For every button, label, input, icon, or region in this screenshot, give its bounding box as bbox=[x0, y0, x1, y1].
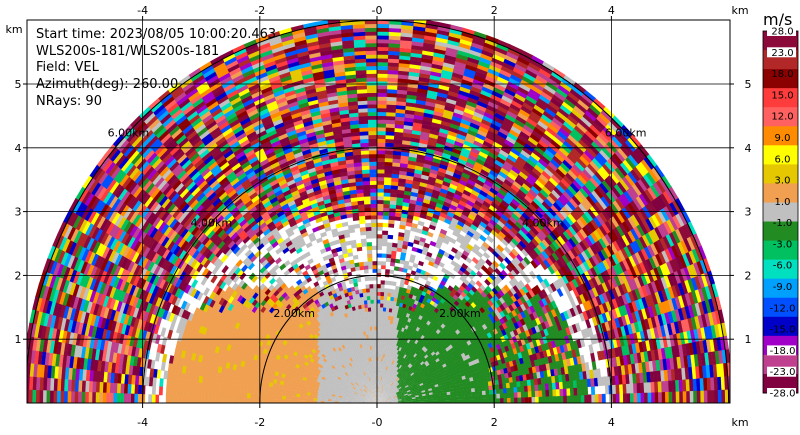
info-start-time: Start time: 2023/08/05 10:00:20.463 bbox=[36, 27, 276, 42]
y-tick-label-right-3: 4 bbox=[745, 142, 752, 155]
colorbar-tick-label-4: 12.0 bbox=[771, 112, 793, 123]
y-tick-label-left-2: 3 bbox=[15, 206, 22, 219]
colorbar-tick-label-bg-17 bbox=[767, 388, 796, 398]
colorbar-tick-label-13: -12.0 bbox=[770, 303, 796, 314]
range-ring-label-6km-right: 6.00km bbox=[605, 126, 647, 139]
colorbar-segment-2 bbox=[763, 69, 798, 89]
colorbar-tick-label-10: -3.0 bbox=[773, 239, 793, 250]
info-nrays: NRays: 90 bbox=[36, 94, 102, 109]
range-ring-4km bbox=[142, 147, 612, 403]
x-tick-label-bottom-2: -0 bbox=[372, 416, 383, 429]
x-tick-label-bottom-1: -2 bbox=[254, 416, 265, 429]
x-tick-label-top-4: 4 bbox=[608, 4, 615, 17]
colorbar-tick-label-1: 23.0 bbox=[771, 48, 793, 59]
colorbar-tick-label-bg-15 bbox=[767, 345, 796, 356]
x-tick-label-top-2: -0 bbox=[372, 4, 383, 17]
x-unit-label-top: km bbox=[731, 4, 748, 17]
range-ring-label-4km-left: 4.00km bbox=[190, 217, 232, 230]
x-tick-label-bottom-4: 4 bbox=[608, 416, 615, 429]
y-tick-label-right-2: 3 bbox=[745, 206, 752, 219]
info-azimuth: Azimuth(deg): 260.00 bbox=[36, 77, 178, 92]
x-tick-label-top-3: 2 bbox=[491, 4, 498, 17]
range-ring-label-4km-right: 4.00km bbox=[522, 217, 564, 230]
x-tick-label-bottom-3: 2 bbox=[491, 416, 498, 429]
colorbar-tick-label-8: 1.0 bbox=[775, 197, 791, 208]
colorbar-segment-7 bbox=[763, 164, 798, 184]
colorbar-segment-14 bbox=[763, 297, 798, 318]
y-tick-label-left-4: 5 bbox=[15, 78, 22, 91]
y-tick-label-left-1: 2 bbox=[15, 269, 22, 282]
colorbar-tick-label-3: 15.0 bbox=[771, 90, 793, 101]
info-instrument: WLS200s-181/WLS200s-181 bbox=[36, 44, 219, 59]
range-rings: 2.00km 2.00km 4.00km 4.00km 6.00km 6.00km bbox=[27, 20, 730, 403]
colorbar-unit: m/s bbox=[763, 10, 792, 29]
info-annotation: Start time: 2023/08/05 10:00:20.463 WLS2… bbox=[36, 27, 276, 109]
colorbar-segment-8 bbox=[763, 183, 798, 203]
y-unit-label-left: km bbox=[5, 23, 22, 36]
x-tick-label-top-1: -2 bbox=[254, 4, 265, 17]
colorbar-tick-label-bg-0 bbox=[767, 26, 796, 36]
range-ring-2km bbox=[259, 274, 495, 403]
colorbar-tick-label-17: -28.0 bbox=[770, 389, 796, 400]
y-tick-label-left-3: 4 bbox=[15, 142, 22, 155]
colorbar-tick-label-5: 9.0 bbox=[775, 133, 791, 144]
colorbar-tick-label-6: 6.0 bbox=[775, 154, 791, 165]
x-unit-label-bottom: km bbox=[731, 416, 748, 429]
y-tick-label-right-0: 1 bbox=[745, 333, 752, 346]
grid-lines bbox=[27, 20, 730, 403]
colorbar-tick-label-9: -1.0 bbox=[773, 218, 793, 229]
range-ring-label-2km-right: 2.00km bbox=[439, 307, 481, 320]
range-ring-label-6km-left: 6.00km bbox=[108, 126, 150, 139]
colorbar-segment-3 bbox=[763, 88, 798, 108]
colorbar-tick-label-16: -23.0 bbox=[770, 367, 796, 378]
info-field: Field: VEL bbox=[36, 60, 100, 75]
y-tick-label-right-1: 2 bbox=[745, 269, 752, 282]
velocity-bins bbox=[27, 20, 730, 403]
colorbar-segment-9 bbox=[763, 202, 798, 223]
colorbar-segment-11 bbox=[763, 240, 798, 261]
colorbar-tick-label-11: -6.0 bbox=[773, 261, 793, 272]
colorbar-segment-15 bbox=[763, 316, 798, 337]
colorbar-tick-label-7: 3.0 bbox=[775, 176, 791, 187]
colorbar-tick-label-2: 18.0 bbox=[771, 69, 793, 80]
colorbar: m/s 28.0 23.0 18.0 15.0 12.0 9.0 6.0 3.0 1.0 -1.0… bbox=[762, 10, 799, 400]
colorbar-tick-label-0: 28.0 bbox=[771, 27, 793, 38]
x-tick-label-bottom-0: -4 bbox=[137, 416, 148, 429]
colorbar-segment-6 bbox=[763, 145, 798, 165]
y-tick-label-left-0: 1 bbox=[15, 333, 22, 346]
colorbar-tick-label-bg-1 bbox=[767, 47, 796, 58]
x-tick-label-top-0: -4 bbox=[137, 4, 148, 17]
colorbar-segment-4 bbox=[763, 107, 798, 127]
colorbar-tick-label-14: -15.0 bbox=[770, 325, 796, 336]
colorbar-tick-label-12: -9.0 bbox=[773, 282, 793, 293]
colorbar-segment-13 bbox=[763, 278, 798, 299]
velocity-field bbox=[27, 20, 730, 403]
y-tick-label-right-4: 5 bbox=[745, 78, 752, 91]
colorbar-segment-10 bbox=[763, 221, 798, 242]
colorbar-segment-12 bbox=[763, 259, 798, 280]
colorbar-tick-label-bg-16 bbox=[767, 366, 796, 377]
axis-ticks: -4 -4 -2 -2 -0 -0 2 2 4 4 1 1 2 2 3 3 4 4 5 5 km km km bbox=[5, 4, 751, 429]
colorbar-segment-5 bbox=[763, 126, 798, 146]
colorbar-tick-label-15: -18.0 bbox=[770, 346, 796, 357]
range-ring-label-2km-left: 2.00km bbox=[273, 307, 315, 320]
